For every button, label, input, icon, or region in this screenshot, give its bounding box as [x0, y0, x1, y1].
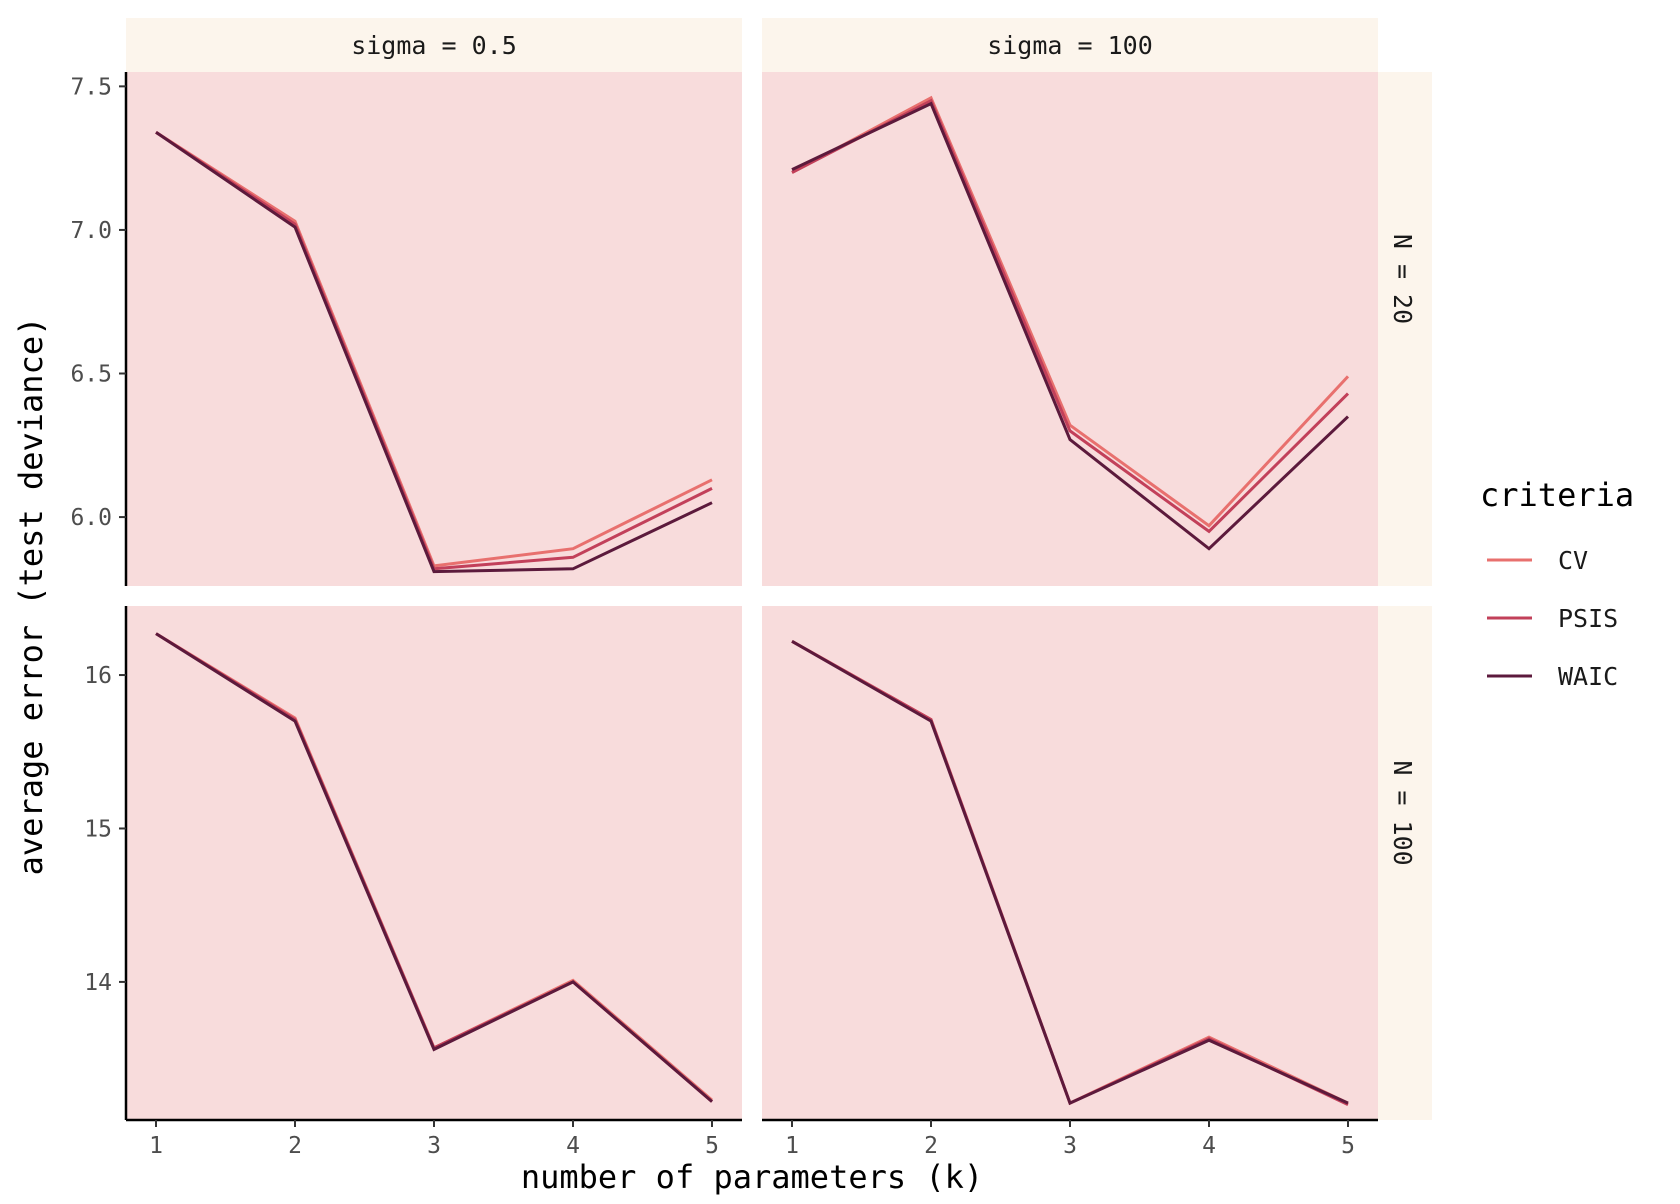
y-tick-label: 15 — [84, 816, 112, 842]
legend-title: criteria — [1480, 476, 1634, 514]
panel-background-r2c2 — [762, 606, 1378, 1120]
legend-label-psis: PSIS — [1558, 604, 1618, 633]
x-tick-label: 4 — [1202, 1133, 1216, 1159]
y-tick-label: 7.0 — [70, 218, 112, 244]
y-tick-label: 6.5 — [70, 362, 112, 388]
panel-background-r1c1 — [126, 72, 742, 586]
legend-label-waic: WAIC — [1558, 662, 1618, 691]
row-strip-label-1: N = 20 — [1388, 234, 1417, 324]
x-tick-label: 2 — [288, 1133, 302, 1159]
x-tick-label: 5 — [1341, 1133, 1355, 1159]
series-line-waic-r2c2 — [791, 639, 1349, 1106]
x-tick-label: 4 — [566, 1133, 580, 1159]
x-tick-label: 1 — [785, 1133, 799, 1159]
y-tick-label: 14 — [84, 970, 112, 996]
series-line-waic-r2c1 — [155, 632, 713, 1103]
y-axis-title: average error (test deviance) — [12, 317, 50, 876]
column-strip-1 — [126, 18, 742, 72]
row-strip-2 — [1378, 606, 1432, 1120]
column-strip-label-2: sigma = 100 — [987, 31, 1153, 60]
y-tick-label: 16 — [84, 663, 112, 689]
y-tick-label: 6.0 — [70, 505, 112, 531]
x-tick-label: 3 — [1063, 1133, 1077, 1159]
series-line-waic-r1c1 — [155, 131, 713, 574]
column-strip-2 — [762, 18, 1378, 72]
row-strip-1 — [1378, 72, 1432, 586]
series-line-cv-r1c2 — [791, 95, 1350, 528]
x-tick-label: 3 — [427, 1133, 441, 1159]
column-strip-label-1: sigma = 0.5 — [351, 31, 517, 60]
series-line-waic-r1c2 — [791, 101, 1350, 551]
panel-background-r2c1 — [126, 606, 742, 1120]
x-tick-label: 2 — [924, 1133, 938, 1159]
x-axis-title: number of parameters (k) — [521, 1158, 983, 1196]
x-tick-label: 1 — [149, 1133, 163, 1159]
row-strip-label-2: N = 100 — [1388, 760, 1417, 865]
y-tick-label: 7.5 — [70, 74, 112, 100]
legend-label-cv: CV — [1558, 546, 1588, 575]
x-tick-label: 5 — [705, 1133, 719, 1159]
panel-background-r1c2 — [762, 72, 1378, 586]
